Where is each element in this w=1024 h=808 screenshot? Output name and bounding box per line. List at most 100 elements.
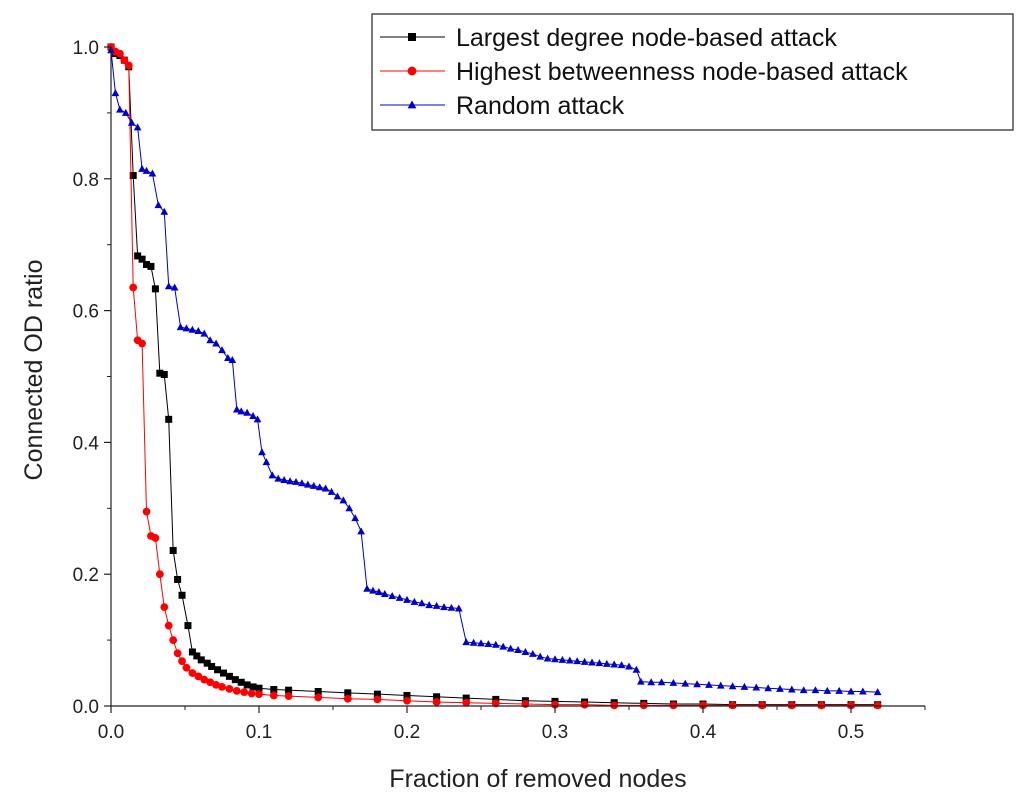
data-point [156,369,164,377]
data-point [274,474,283,482]
data-point [270,686,278,694]
x-tick-label: 0.3 [542,722,568,743]
data-point [262,458,271,466]
data-point [303,480,312,488]
data-point [200,675,209,684]
data-point [639,701,648,710]
data-point [178,657,186,666]
data-point [224,354,232,362]
data-point [160,603,169,612]
legend: Largest degree node-based attack Highest … [371,13,1014,131]
data-point [847,687,855,695]
data-point [521,700,530,708]
data-point [120,56,129,65]
data-point [178,591,186,599]
x-tick-label: 0.1 [246,722,272,743]
y-tick-label: 0.4 [73,433,100,454]
data-point [357,527,365,535]
data-point [344,689,352,697]
data-point [225,684,234,693]
data-point [315,483,324,491]
data-point [240,688,249,697]
data-point [206,336,215,344]
x-tick-label: 0.5 [838,722,864,743]
data-point [835,686,844,694]
data-point [858,687,867,695]
data-point [174,575,182,583]
data-point [255,690,263,699]
data-point [551,655,559,663]
data-point [154,201,163,209]
data-point [787,685,796,693]
x-axis-title: Fraction of removed nodes [389,765,686,793]
legend-label: Highest betweenness node-based attack [456,58,908,86]
data-point [115,49,124,58]
data-point [148,169,157,177]
data-point [716,681,725,689]
data-point [155,570,164,579]
data-point [632,665,641,673]
axes-layer: 0.0 0.1 0.2 0.3 0.4 0.5 0.0 0.2 0.4 0.6 0.8 1.0 [73,38,926,743]
data-point [432,601,441,609]
data-point [164,282,173,290]
data-point [269,691,278,700]
data-point [121,108,130,116]
x-tick-label: 0.0 [98,722,124,743]
data-point [403,696,411,705]
data-point [249,683,257,691]
data-point [314,688,322,696]
data-point [182,663,191,672]
data-point [580,700,589,709]
data-point [776,684,784,692]
legend-item-3: Random attack [380,92,625,120]
data-point [657,678,666,686]
data-point [699,701,707,710]
data-point [573,657,582,665]
data-point [521,647,530,655]
data-point [610,660,619,668]
data-point [214,666,222,674]
data-point [249,412,257,420]
data-point [143,260,151,268]
data-point [811,686,820,694]
data-point [321,484,330,492]
data-point [580,657,589,665]
data-point [147,262,155,270]
data-point [669,678,678,686]
data-point [129,283,138,292]
data-point [314,693,323,702]
data-point [188,669,197,677]
legend-marker [407,66,417,76]
data-point [536,652,545,660]
data-point [610,701,619,710]
data-point [787,701,796,710]
data-point [595,659,604,667]
data-point [551,700,559,709]
data-point [232,686,241,695]
legend-item-1: Largest degree node-based attack [380,24,837,52]
data-point [184,622,192,630]
data-point [681,679,690,687]
data-point [327,487,336,495]
data-point [345,504,354,512]
data-point [258,448,266,456]
data-point [403,691,411,699]
data-point [403,595,411,603]
data-point [129,172,137,180]
data-point [395,593,404,601]
data-point [237,678,245,686]
data-point [636,677,645,685]
data-point [499,642,508,650]
data-point [138,255,146,263]
data-point [799,686,808,694]
data-point [206,678,215,687]
data-point [373,690,381,698]
data-point [197,656,205,664]
data-point [176,323,185,331]
data-point [752,683,761,691]
data-point [758,701,767,710]
data-point [617,661,626,669]
data-point [208,662,216,670]
data-point [253,415,262,423]
